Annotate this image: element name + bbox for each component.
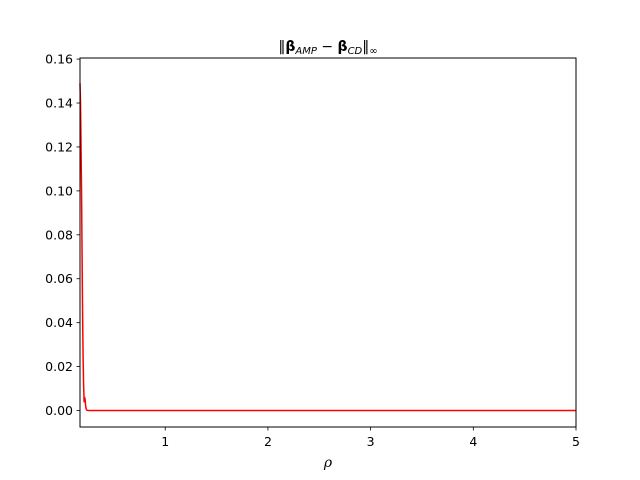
y-axis: 0.00 0.02 0.04 0.06 0.08 0.10 0.12 0.14 0.16 (45, 52, 80, 418)
y-tick-label: 0.02 (45, 359, 73, 374)
plot-frame (79, 57, 577, 428)
y-tick-label: 0.00 (45, 403, 73, 418)
y-tick-label: 0.06 (45, 271, 73, 286)
x-tick-label: 4 (469, 434, 477, 449)
x-tick-label: 1 (161, 434, 169, 449)
series-layer (79, 83, 576, 412)
y-tick-label: 0.16 (45, 52, 73, 67)
x-axis-label: ρ (323, 455, 333, 471)
chart-title: ‖βAMP − βCD‖∞ (278, 39, 377, 57)
series-line (79, 83, 576, 412)
y-tick-label: 0.04 (45, 315, 73, 330)
y-tick-label: 0.10 (45, 183, 73, 198)
x-tick-label: 2 (264, 434, 272, 449)
x-tick-label: 3 (367, 434, 375, 449)
y-tick-label: 0.14 (45, 96, 73, 111)
x-axis: 1 2 3 4 5 (161, 427, 580, 449)
plot-area-background (80, 58, 576, 427)
x-tick-label: 5 (572, 434, 580, 449)
y-tick-label: 0.12 (45, 139, 73, 154)
y-tick-label: 0.08 (45, 227, 73, 242)
